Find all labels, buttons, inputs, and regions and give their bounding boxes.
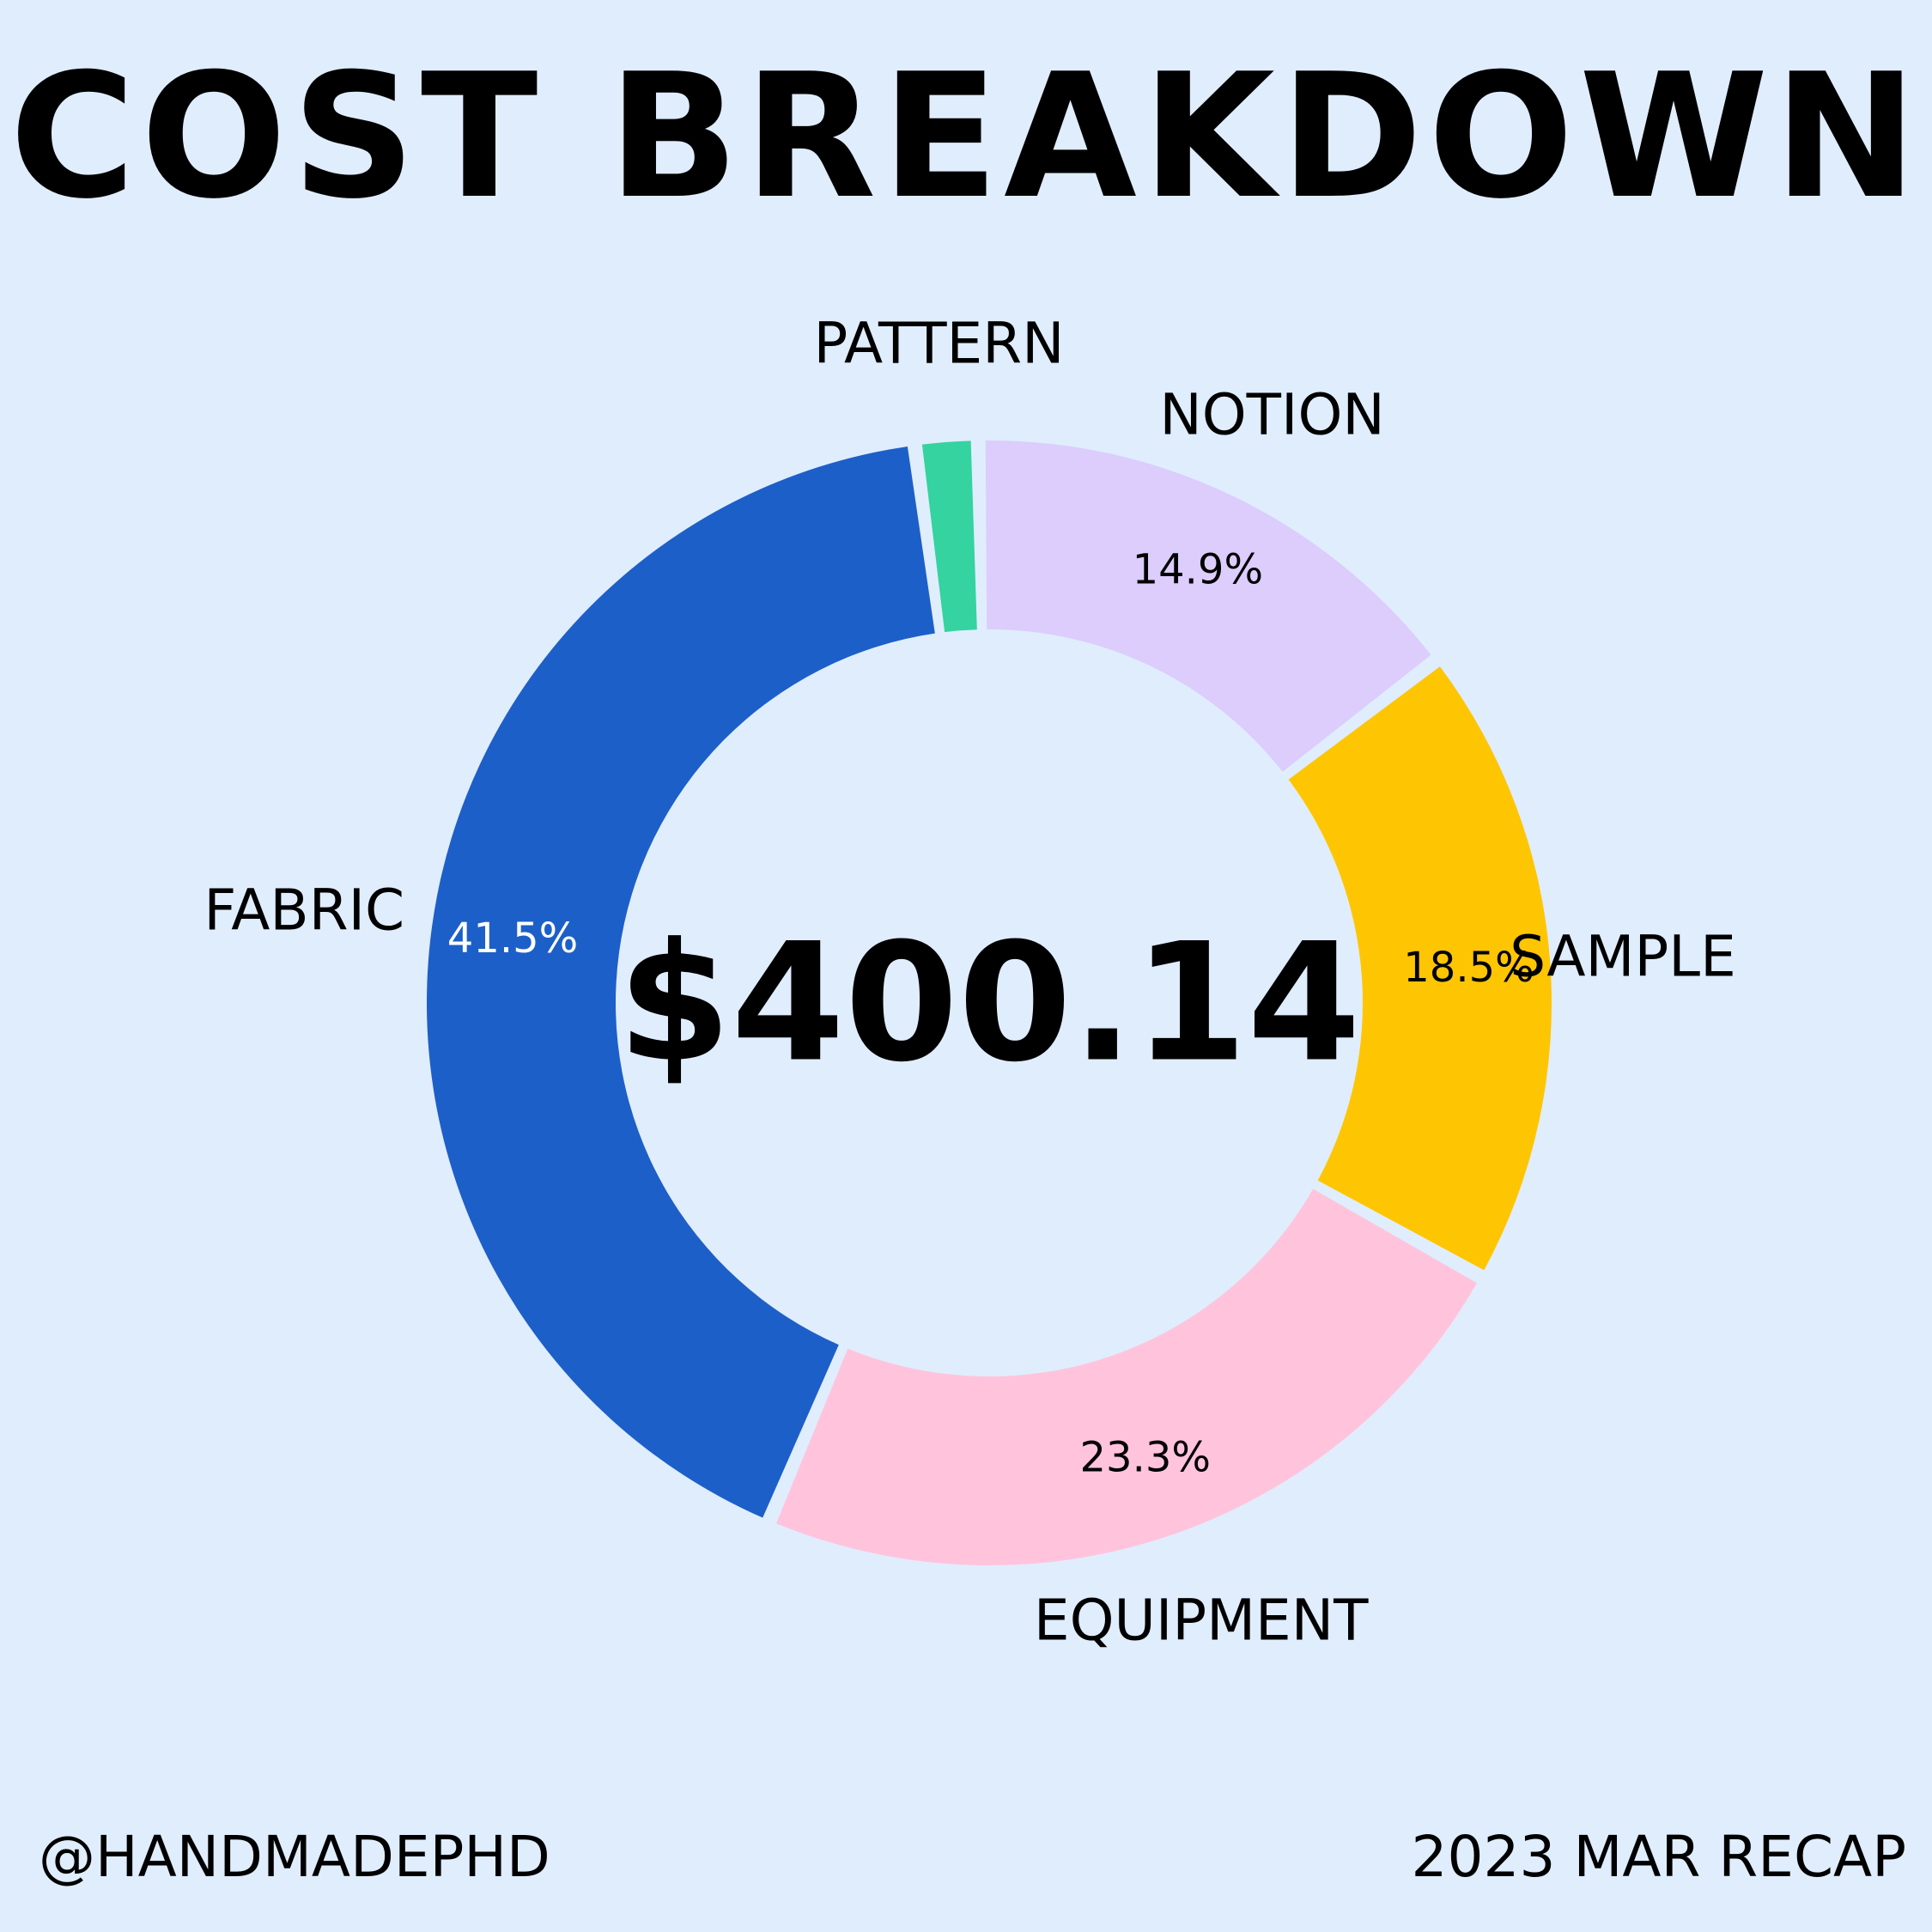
slice-pattern bbox=[921, 440, 977, 633]
pct-label-equipment: 23.3% bbox=[1080, 1434, 1211, 1482]
slice-notion bbox=[985, 440, 1431, 772]
pct-label-sample: 18.5% bbox=[1403, 944, 1534, 992]
category-label-pattern: PATTERN bbox=[813, 311, 1064, 377]
chart-title: COST BREAKDOWN bbox=[9, 37, 1923, 237]
category-label-fabric: FABRIC bbox=[204, 878, 404, 944]
category-label-notion: NOTION bbox=[1159, 382, 1384, 448]
author-handle: @HANDMADEPHD bbox=[39, 1824, 550, 1890]
category-label-equipment: EQUIPMENT bbox=[1034, 1587, 1369, 1653]
slice-fabric bbox=[427, 446, 935, 1518]
category-label-sample: SAMPLE bbox=[1510, 924, 1735, 990]
donut-slices bbox=[427, 440, 1552, 1565]
slice-sample bbox=[1288, 666, 1552, 1271]
donut-labels: 41.5% FABRIC PATTERN 14.9% NOTION 18.5%SAMPLE… bbox=[204, 311, 1735, 1654]
recap-label: 2023 MAR RECAP bbox=[1411, 1824, 1906, 1890]
total-cost-label: $400.14 bbox=[617, 908, 1360, 1098]
pct-label-fabric: 41.5% bbox=[447, 914, 578, 963]
pct-label-notion: 14.9% bbox=[1133, 545, 1263, 593]
slice-equipment bbox=[775, 1188, 1477, 1565]
